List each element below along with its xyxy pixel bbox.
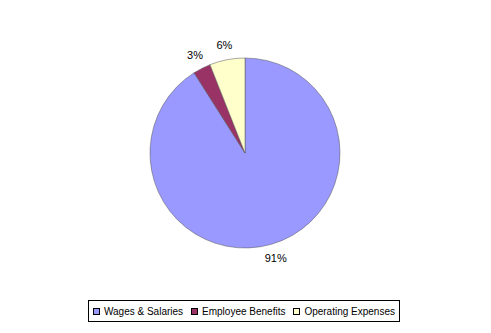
svg-text:6%: 6% bbox=[216, 39, 232, 51]
html-text:Employee Benefits: Employee Benefits bbox=[202, 305, 286, 317]
html-text:Operating Expenses: Operating Expenses bbox=[304, 305, 395, 317]
svg-text:3%: 3% bbox=[187, 49, 203, 61]
html-text:Wages & Salaries: Wages & Salaries bbox=[104, 305, 184, 317]
svg-text:91%: 91% bbox=[265, 252, 287, 264]
